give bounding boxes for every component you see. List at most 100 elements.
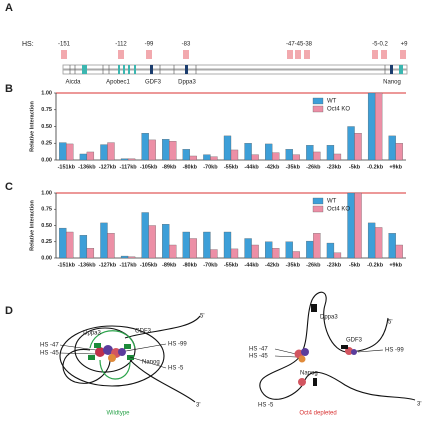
green-loops: [89, 330, 136, 380]
bar: [367, 222, 376, 259]
bar: [189, 238, 197, 259]
hs-site: -99: [145, 42, 154, 48]
bar: [86, 151, 95, 161]
bar: [100, 144, 108, 161]
bar: [141, 133, 149, 161]
hs-site: -83: [182, 42, 191, 48]
bar: [230, 149, 239, 161]
bar: [313, 233, 321, 259]
y-tick-label: 0.50: [41, 223, 52, 229]
bar: [313, 151, 321, 161]
x-tick-label: -26kb: [306, 164, 321, 170]
bar: [285, 149, 293, 161]
bar: [244, 143, 252, 161]
x-tick-label: -136kb: [78, 262, 96, 268]
bar: [120, 255, 129, 259]
bar: [292, 154, 300, 161]
x-tick-label: -35kb: [286, 164, 301, 170]
x-tick-label: -89kb: [162, 262, 177, 268]
bar: [59, 227, 67, 259]
bar: [354, 192, 362, 259]
legend-swatch: [312, 197, 324, 205]
panel-label: C: [5, 181, 13, 193]
model-label: Dppa3: [320, 315, 338, 321]
bar: [374, 92, 383, 161]
model-label: HS -5: [258, 403, 274, 409]
x-tick-label: -117kb: [119, 164, 137, 170]
y-tick-label: 1.00: [41, 90, 52, 96]
bar: [347, 126, 355, 161]
bar: [292, 251, 300, 259]
x-tick-label: -42kb: [265, 164, 280, 170]
hs-site: +9: [401, 42, 409, 48]
x-tick-label: -5kb: [349, 262, 361, 268]
gene-name: Apobec1: [106, 80, 130, 86]
bar: [230, 248, 239, 259]
y-axis-label: Relative Interaction: [29, 100, 35, 151]
x-tick-label: -42kb: [265, 262, 280, 268]
hs-label: HS:: [22, 41, 34, 48]
bar: [251, 244, 259, 259]
x-tick-label: -44kb: [244, 262, 259, 268]
chromatin-depleted: [259, 291, 416, 401]
bar: [285, 241, 293, 259]
model-label: Nanog: [300, 371, 318, 377]
bar: [162, 224, 170, 259]
label-leaders: [59, 343, 384, 369]
model-label: 5': [200, 314, 204, 320]
bar: [272, 152, 280, 161]
bar: [265, 143, 273, 161]
legend-label: WT: [327, 199, 337, 205]
x-tick-label: -0.2kb: [367, 262, 384, 268]
bar: [265, 241, 273, 259]
chromatin-wildtype: [59, 315, 201, 403]
bar: [148, 139, 156, 161]
model-label: Dppa3: [83, 331, 101, 337]
bar: [66, 143, 74, 161]
x-tick-label: -105kb: [140, 164, 158, 170]
bar: [395, 244, 403, 259]
x-tick-label: -117kb: [119, 262, 137, 268]
bar: [148, 225, 156, 259]
bar: [354, 133, 362, 161]
x-tick-label: -55kb: [224, 262, 239, 268]
y-tick-label: 1.00: [41, 190, 52, 196]
bar: [326, 145, 335, 161]
bar: [374, 227, 383, 259]
y-tick-label: 0.50: [41, 124, 52, 130]
hs-site: -47-45-38: [286, 42, 313, 48]
bar: [251, 154, 259, 161]
x-tick-label: -23kb: [327, 164, 342, 170]
x-tick-label: -70kb: [203, 262, 218, 268]
model-label: Nanog: [142, 360, 160, 366]
bar: [107, 233, 115, 259]
y-tick-label: 0.25: [41, 141, 52, 147]
model-label: 5': [388, 320, 392, 326]
bar: [141, 212, 149, 259]
y-tick-label: 0.00: [41, 157, 52, 163]
model-label: HS -47: [249, 347, 268, 353]
bar: [169, 141, 177, 161]
x-tick-label: -105kb: [140, 262, 158, 268]
legend-swatch: [312, 97, 324, 105]
gene-track: [62, 64, 408, 75]
bar: [223, 231, 232, 259]
x-tick-label: -70kb: [203, 164, 218, 170]
bar: [162, 139, 170, 161]
panel-label: D: [5, 305, 13, 317]
bar: [223, 135, 232, 161]
bar: [210, 249, 218, 259]
model-label: GDF3: [135, 329, 152, 335]
bar: [79, 235, 88, 259]
x-tick-label: -127kb: [99, 262, 117, 268]
bar: [395, 143, 403, 161]
legend-label: Oct4 KO: [327, 107, 350, 113]
model-label: HS -45: [249, 354, 268, 360]
y-tick-label: 0.25: [41, 239, 52, 245]
y-axis-label: Relative Interaction: [29, 199, 35, 250]
hs-site: -5-0.2: [372, 42, 388, 48]
x-tick-label: -151kb: [58, 262, 76, 268]
bar: [210, 156, 218, 161]
bar: [388, 233, 396, 259]
